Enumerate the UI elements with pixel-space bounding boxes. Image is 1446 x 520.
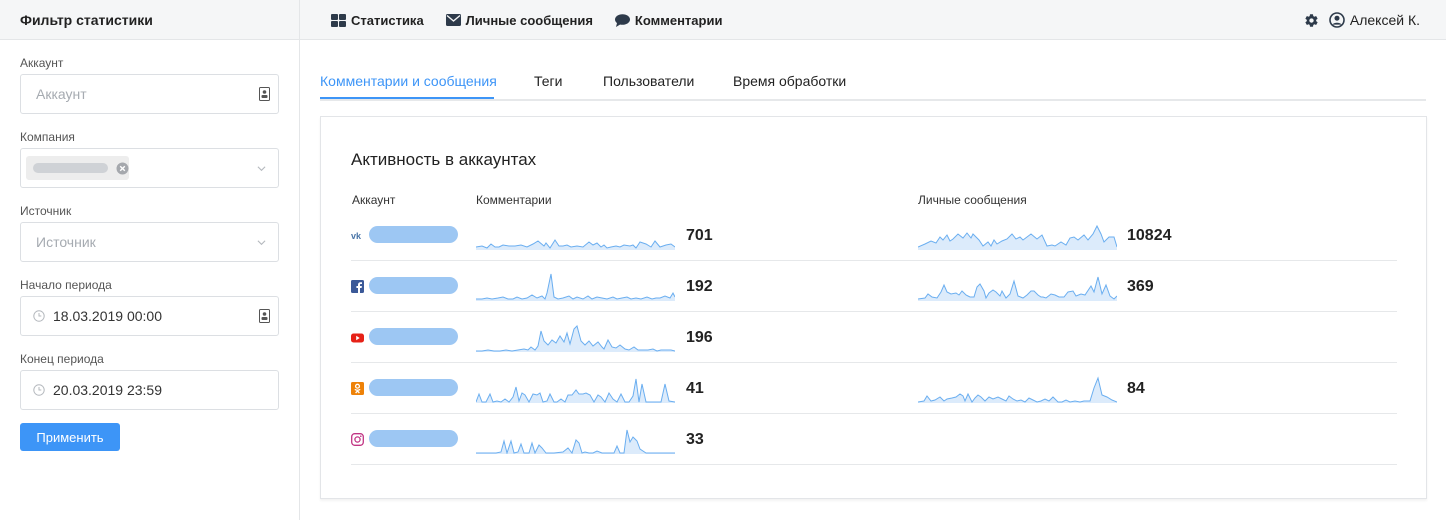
account-name-redacted[interactable]	[369, 226, 458, 243]
user-icon	[1329, 12, 1345, 28]
account-name-redacted[interactable]	[369, 379, 458, 396]
account-row: 196	[351, 312, 1397, 363]
youtube-icon	[351, 333, 364, 343]
nav-statistics[interactable]: Статистика	[331, 13, 424, 28]
grid-icon	[331, 13, 346, 27]
comments-sparkline	[476, 273, 675, 301]
nav-messages[interactable]: Личные сообщения	[445, 12, 593, 28]
facebook-icon	[351, 280, 364, 293]
account-placeholder: Аккаунт	[36, 86, 87, 102]
messages-sparkline	[918, 224, 1117, 250]
tab-bar: Комментарии и сообщения Теги Пользовател…	[320, 58, 1426, 101]
messages-total: 84	[1127, 380, 1145, 397]
odnoklassniki-icon	[351, 382, 364, 395]
top-bar	[0, 0, 1446, 40]
tab-tags[interactable]: Теги	[534, 73, 563, 89]
col-header-comments: Комментарии	[476, 193, 552, 207]
source-label: Источник	[20, 204, 72, 218]
end-date-input[interactable]: 20.03.2019 23:59	[20, 370, 279, 410]
comments-sparkline	[476, 429, 675, 454]
comments-total: 196	[686, 329, 713, 346]
account-row: 192 369	[351, 261, 1397, 312]
nav-messages-label: Личные сообщения	[465, 12, 593, 28]
messages-sparkline	[918, 376, 1117, 403]
account-name-redacted[interactable]	[369, 328, 458, 345]
col-header-messages: Личные сообщения	[918, 193, 1027, 207]
comment-icon	[614, 13, 630, 27]
main-nav: Статистика Личные сообщения Комментарии	[331, 0, 722, 40]
comments-sparkline	[476, 239, 675, 250]
vk-icon: vk	[351, 231, 362, 241]
tab-processing-time[interactable]: Время обработки	[733, 73, 847, 89]
gear-icon[interactable]	[1304, 13, 1319, 28]
col-header-account: Аккаунт	[352, 193, 396, 207]
chevron-down-icon	[257, 240, 266, 246]
account-name-redacted[interactable]	[369, 277, 458, 294]
end-label: Конец периода	[20, 352, 104, 366]
contact-card-icon	[259, 87, 270, 101]
svg-text:vk: vk	[351, 231, 362, 241]
start-date-input[interactable]: 18.03.2019 00:00	[20, 296, 279, 336]
filter-sidebar: Аккаунт Аккаунт Компания Источник Источн…	[20, 40, 279, 451]
user-area: Алексей К.	[1304, 0, 1420, 40]
sidebar-divider	[299, 0, 300, 520]
user-menu[interactable]: Алексей К.	[1329, 12, 1420, 28]
nav-statistics-label: Статистика	[351, 12, 424, 28]
chevron-down-icon	[257, 166, 266, 172]
company-select[interactable]	[20, 148, 279, 188]
instagram-icon	[351, 433, 364, 446]
apply-button[interactable]: Применить	[20, 423, 120, 451]
source-placeholder: Источник	[36, 234, 96, 250]
activity-card: Активность в аккаунтах Аккаунт Комментар…	[320, 116, 1427, 499]
company-tag-redacted	[33, 163, 108, 173]
comments-total: 192	[686, 278, 713, 295]
comments-total: 41	[686, 380, 704, 397]
sidebar-title: Фильтр статистики	[20, 12, 153, 28]
tab-users[interactable]: Пользователи	[603, 73, 695, 89]
nav-comments-label: Комментарии	[634, 12, 723, 28]
messages-total: 369	[1127, 278, 1154, 295]
clock-icon	[33, 310, 45, 322]
account-row: 33	[351, 414, 1397, 465]
comments-total: 701	[686, 227, 713, 244]
tab-comments-messages[interactable]: Комментарии и сообщения	[320, 73, 497, 89]
source-select[interactable]: Источник	[20, 222, 279, 262]
company-label: Компания	[20, 130, 75, 144]
company-tag	[26, 156, 129, 180]
account-row: 41 84	[351, 363, 1397, 414]
card-title: Активность в аккаунтах	[351, 150, 537, 169]
contact-card-icon	[259, 309, 270, 323]
account-label: Аккаунт	[20, 56, 64, 70]
account-name-redacted[interactable]	[369, 430, 458, 447]
start-date-value: 18.03.2019 00:00	[53, 308, 162, 324]
clock-icon	[33, 384, 45, 396]
messages-sparkline	[918, 276, 1117, 301]
comments-sparkline	[476, 325, 675, 352]
end-date-value: 20.03.2019 23:59	[53, 382, 162, 398]
active-tab-indicator	[320, 97, 494, 99]
user-name: Алексей К.	[1349, 12, 1420, 28]
messages-total: 10824	[1127, 227, 1172, 244]
start-label: Начало периода	[20, 278, 112, 292]
comments-total: 33	[686, 431, 704, 448]
nav-comments[interactable]: Комментарии	[614, 12, 723, 28]
comments-sparkline	[476, 378, 675, 403]
account-input[interactable]: Аккаунт	[20, 74, 279, 114]
account-row: vk 701 10824	[351, 210, 1397, 261]
remove-tag-icon[interactable]	[116, 162, 129, 175]
envelope-icon	[445, 14, 461, 26]
